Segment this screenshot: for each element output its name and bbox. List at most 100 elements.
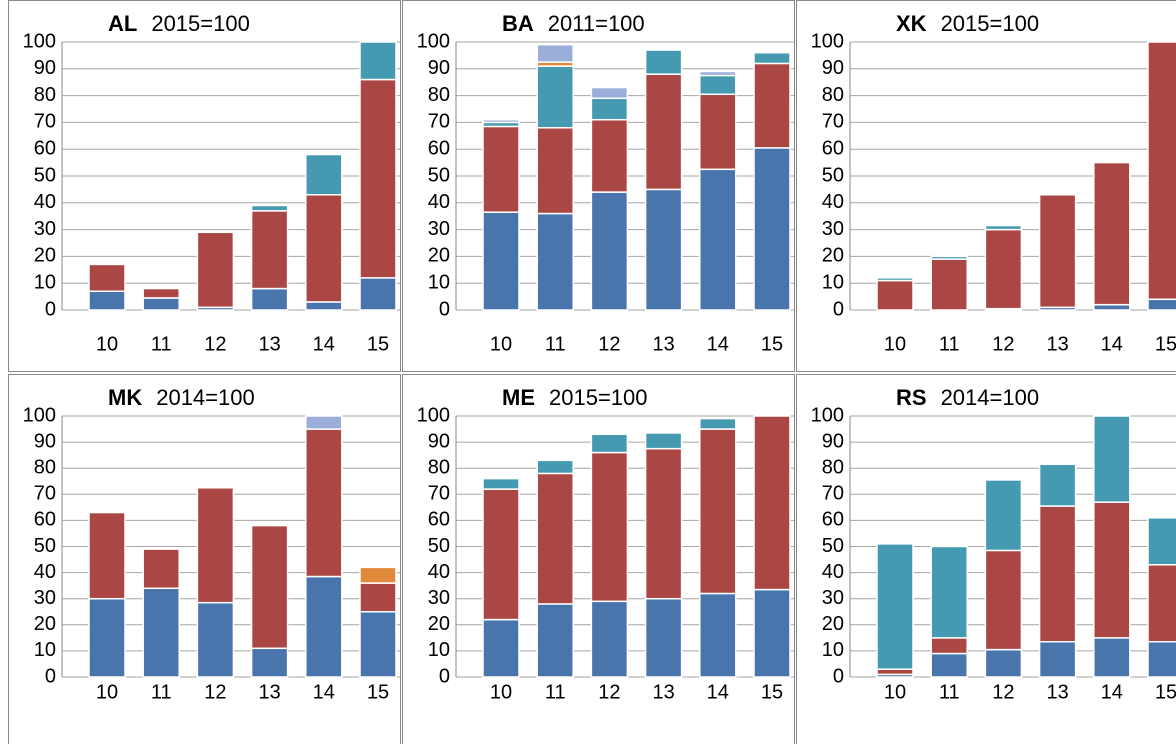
x-tick-label: 14 [707, 333, 729, 355]
bar-segment [930, 255, 968, 260]
bar-segment [250, 287, 289, 311]
bar-segment [984, 549, 1023, 651]
bar-segment [1147, 641, 1176, 678]
x-tick-label: 13 [1046, 333, 1068, 355]
x-tick-label: 11 [939, 333, 960, 355]
y-tick-label: 50 [428, 164, 450, 186]
y-tick-label: 10 [34, 639, 56, 661]
y-tick-label: 60 [822, 137, 844, 159]
panel-border [8, 374, 401, 744]
bar-segment [536, 603, 574, 678]
y-tick-label: 70 [428, 483, 450, 505]
bar-segment [536, 65, 574, 129]
y-tick-label: 80 [428, 84, 450, 106]
x-tick-label: 11 [151, 333, 172, 355]
x-tick-label: 15 [761, 681, 783, 703]
x-tick-label: 14 [1101, 681, 1123, 703]
bar-segment [482, 488, 520, 621]
bar-segment [644, 432, 683, 450]
x-tick-label: 12 [992, 333, 1014, 355]
bar-segment [876, 277, 914, 282]
chart-title-code: BA [502, 11, 534, 36]
bar-segment [536, 459, 574, 475]
bar-segment [482, 211, 520, 311]
bar-segment [753, 147, 791, 311]
bar-segment [590, 97, 629, 121]
x-tick-label: 10 [884, 333, 906, 355]
bar-segment [876, 279, 914, 311]
bar-segment [359, 566, 397, 584]
bar-segment [1093, 501, 1131, 639]
bar-segment [250, 524, 289, 650]
bar-segment [699, 74, 737, 96]
x-tick-label: 10 [884, 681, 906, 703]
bar-segment [359, 277, 397, 311]
y-tick-label: 30 [34, 587, 56, 609]
bar-segment [1147, 41, 1176, 301]
y-tick-label: 40 [428, 191, 450, 213]
y-tick-label: 10 [428, 639, 450, 661]
bar-segment [753, 51, 791, 65]
x-tick-label: 15 [1155, 333, 1176, 355]
y-tick-label: 30 [428, 218, 450, 240]
y-tick-label: 90 [34, 57, 56, 79]
x-tick-label: 14 [707, 681, 729, 703]
chart-title-code: AL [108, 11, 137, 36]
bar-segment [142, 548, 180, 590]
y-tick-label: 100 [417, 30, 450, 52]
bar-segment [984, 224, 1023, 231]
chart-subtitle: 2014=100 [941, 385, 1040, 410]
bar-segment [644, 447, 683, 600]
chart-title: ME 2015=100 [502, 385, 648, 410]
x-tick-label: 14 [313, 681, 335, 703]
bar-segment [250, 647, 289, 678]
bar-segment [1147, 298, 1176, 311]
y-tick-label: 0 [439, 665, 450, 687]
y-tick-label: 40 [34, 191, 56, 213]
bar-segment [699, 70, 737, 77]
bar-segment [1147, 517, 1176, 566]
bar-segment [88, 511, 126, 600]
y-tick-label: 40 [822, 561, 844, 583]
bar-segment [482, 118, 520, 124]
bar-segment [753, 62, 791, 149]
bar-segment [590, 118, 629, 193]
bar-segment [250, 210, 289, 290]
bar-segment [644, 73, 683, 191]
bar-segment [590, 600, 629, 678]
panel-border [402, 374, 795, 744]
y-tick-label: 50 [822, 535, 844, 557]
x-tick-label: 14 [313, 333, 335, 355]
y-tick-label: 0 [833, 298, 844, 320]
bar-segment [1038, 505, 1077, 643]
y-tick-label: 10 [822, 271, 844, 293]
y-tick-label: 40 [428, 561, 450, 583]
y-tick-label: 20 [822, 245, 844, 267]
chart-subtitle: 2011=100 [548, 11, 645, 36]
panel-border [796, 0, 1176, 372]
chart-title: XK 2015=100 [896, 11, 1039, 36]
bar-segment [984, 648, 1023, 678]
chart-subtitle: 2015=100 [549, 385, 648, 410]
x-tick-label: 10 [490, 333, 512, 355]
bar-segment [359, 611, 397, 678]
x-tick-label: 12 [992, 681, 1014, 703]
bar-segment [142, 587, 180, 678]
bar-segment [876, 543, 914, 670]
bar-segment [536, 43, 574, 63]
x-tick-label: 10 [490, 681, 512, 703]
bar-segment [930, 258, 968, 311]
y-tick-label: 20 [34, 613, 56, 635]
x-tick-label: 10 [96, 681, 118, 703]
bar-segment [88, 290, 126, 311]
bar-segment [699, 428, 737, 595]
bar-segment [305, 194, 343, 303]
panel-border [796, 374, 1176, 744]
bar-segment [753, 415, 791, 591]
chart-panel: ME 2015=100 0 10 20 30 40 50 60 70 80 90 100 10 11 12 13… [402, 374, 795, 744]
bar-segment [1093, 161, 1131, 306]
bar-segment [699, 93, 737, 171]
y-tick-label: 90 [428, 430, 450, 452]
y-tick-label: 20 [428, 245, 450, 267]
